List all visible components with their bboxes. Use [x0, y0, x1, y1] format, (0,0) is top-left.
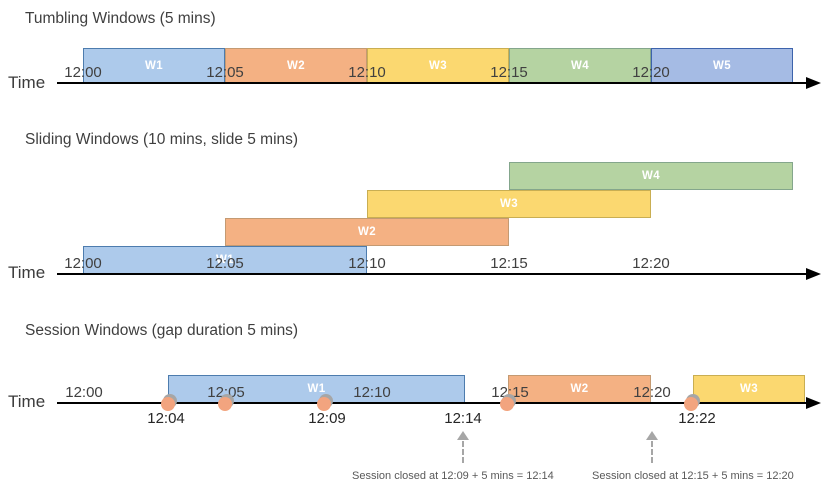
event-dot: [162, 396, 176, 410]
sliding-time-axis-label: Time: [8, 263, 46, 282]
session-time-axis-line: [57, 402, 807, 404]
window-label: W1: [307, 383, 326, 395]
session-closed-arrow-icon: [646, 431, 658, 463]
sliding-tick-1215: 12:15: [490, 255, 528, 272]
sliding-tick-1210: 12:10: [348, 255, 386, 272]
tumbling-window-w1: W1: [83, 48, 225, 83]
tumbling-window-w2: W2: [225, 48, 367, 83]
window-label: W2: [286, 59, 306, 72]
window-label: W4: [641, 170, 661, 182]
window-label: W2: [570, 383, 589, 395]
session-event-time-1222: 12:22: [678, 410, 716, 427]
session-window-w2: W2: [508, 375, 651, 403]
session-section-title: Session Windows (gap duration 5 mins): [25, 322, 299, 339]
sliding-section-title: Sliding Windows (10 mins, slide 5 mins): [25, 131, 299, 148]
session-axis-arrowhead-icon: [806, 397, 821, 409]
event-dot: [318, 396, 332, 410]
tumbling-tick-1215: 12:15: [490, 64, 528, 81]
sliding-tick-1200: 12:00: [64, 255, 102, 272]
session-tick-1210: 12:10: [353, 384, 391, 401]
session-window-w1: W1: [168, 375, 465, 403]
tumbling-axis-arrowhead-icon: [806, 77, 821, 89]
tumbling-window-w4: W4: [509, 48, 651, 83]
event-dot: [685, 396, 699, 410]
session-tick-1220: 12:20: [633, 384, 671, 401]
session-tick-1205: 12:05: [207, 384, 245, 401]
tumbling-tick-1210: 12:10: [348, 64, 386, 81]
session-event-time-1209: 12:09: [308, 410, 346, 427]
session-closed-caption: Session closed at 12:15 + 5 mins = 12:20: [592, 470, 794, 482]
window-label: W3: [428, 59, 448, 72]
tumbling-tick-1220: 12:20: [632, 64, 670, 81]
tumbling-window-w3: W3: [367, 48, 509, 83]
sliding-window-w2: W2: [225, 218, 509, 246]
session-time-axis-label: Time: [8, 392, 46, 411]
tumbling-section-title: Tumbling Windows (5 mins): [25, 10, 216, 27]
window-label: W1: [215, 254, 235, 266]
window-label: W4: [570, 59, 590, 72]
tumbling-time-axis-label: Time: [8, 73, 46, 92]
sliding-tick-1220: 12:20: [632, 255, 670, 272]
session-closed-caption: Session closed at 12:09 + 5 mins = 12:14: [352, 470, 554, 482]
session-event-time-1214: 12:14: [444, 410, 482, 427]
sliding-axis-arrowhead-icon: [806, 268, 821, 280]
window-label: W1: [144, 59, 164, 72]
session-window-w3: W3: [693, 375, 805, 403]
event-dot: [501, 396, 515, 410]
tumbling-tick-1205: 12:05: [206, 64, 244, 81]
sliding-tick-1205: 12:05: [206, 255, 244, 272]
session-event-time-1204: 12:04: [147, 410, 185, 427]
sliding-window-w4: W4: [509, 162, 793, 190]
sliding-time-axis-line: [57, 273, 807, 275]
window-label: W3: [499, 198, 519, 210]
session-closed-arrow-icon: [457, 431, 469, 463]
window-label: W3: [739, 383, 759, 395]
tumbling-time-axis-line: [57, 82, 807, 84]
window-label: W5: [712, 59, 732, 72]
session-tick-1200: 12:00: [65, 384, 103, 401]
event-dot: [219, 396, 233, 410]
tumbling-tick-1200: 12:00: [64, 64, 102, 81]
tumbling-window-w5: W5: [651, 48, 793, 83]
sliding-window-w3: W3: [367, 190, 651, 218]
window-label: W2: [357, 226, 377, 238]
